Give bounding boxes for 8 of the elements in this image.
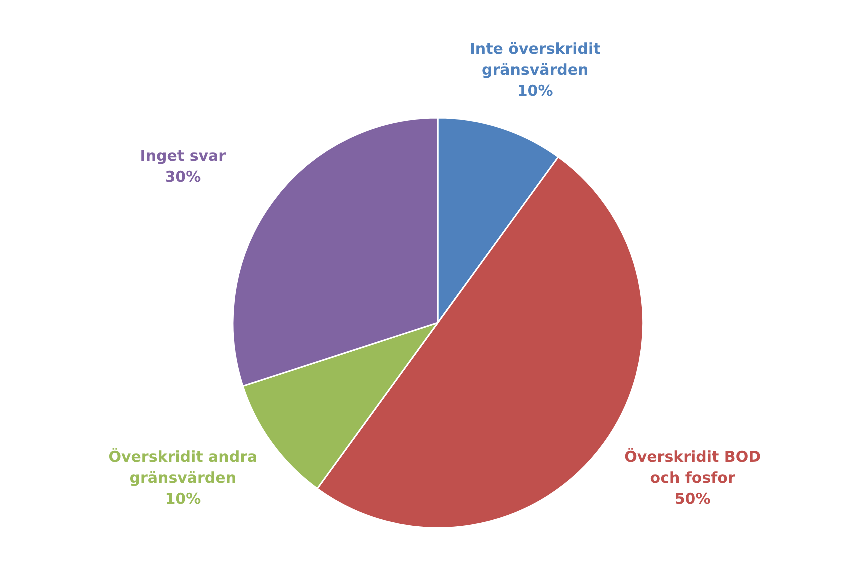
data-label: 10% xyxy=(165,490,202,508)
slice-label: Inte överskridit gränsvärden xyxy=(470,40,601,80)
slice-label: Överskridit BOD och fosfor xyxy=(624,448,762,487)
slice-label: Inget svar xyxy=(140,146,227,165)
slice-label: Överskridit andra gränsvärden xyxy=(108,448,258,487)
data-label: 10% xyxy=(517,82,554,100)
data-label: 30% xyxy=(165,168,202,186)
data-label: 50% xyxy=(674,490,711,508)
